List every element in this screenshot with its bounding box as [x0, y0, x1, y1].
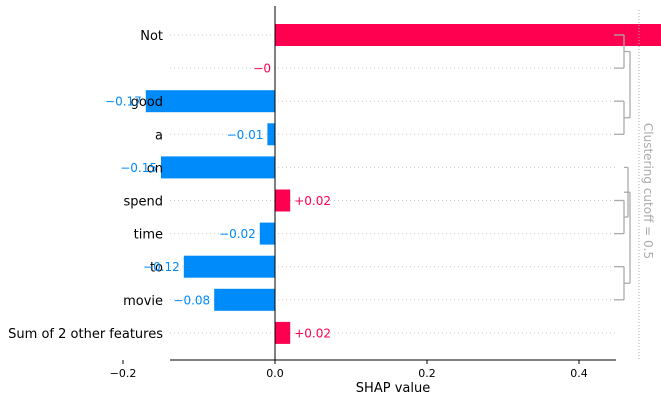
feature-label: movie [123, 294, 163, 309]
bar-sum-of-2-other-features [275, 321, 291, 344]
value-label: −0.12 [143, 260, 180, 274]
value-label: −0.02 [219, 227, 256, 241]
bar-good [145, 90, 275, 113]
feature-label: Sum of 2 other features [8, 327, 163, 342]
value-label: −0.15 [120, 161, 157, 175]
feature-label: to [150, 261, 163, 276]
clustering-cutoff-label: Clustering cutoff = 0.5 [641, 123, 655, 259]
labels: Not+0.79−0good−0.17a−0.01on−0.15spend+0.… [8, 29, 331, 342]
bar-on [161, 156, 275, 179]
x-axis: −0.20.00.20.40.60.8 [110, 6, 616, 380]
bar-movie [214, 288, 275, 311]
value-label: −0.08 [173, 293, 210, 307]
bar-to [183, 255, 275, 278]
value-label: −0 [253, 62, 271, 76]
x-tick-label: −0.2 [110, 367, 137, 380]
bar-a [267, 123, 275, 146]
feature-label: good [131, 95, 163, 110]
value-label: +0.02 [294, 194, 331, 208]
bar-not [275, 24, 661, 46]
value-label: −0.01 [227, 128, 264, 142]
row-gridlines [170, 34, 616, 334]
x-tick-label: 0.0 [266, 367, 284, 380]
bar-time [259, 222, 275, 245]
x-tick-label: 0.2 [418, 367, 436, 380]
bar-spend [275, 189, 291, 212]
value-label: +0.02 [294, 326, 331, 340]
clustering-brackets [614, 10, 640, 360]
bars [145, 24, 661, 344]
feature-label: a [155, 128, 163, 143]
x-tick-label: 0.4 [570, 367, 588, 380]
value-label: −0.17 [105, 95, 142, 109]
x-axis-title: SHAP value [356, 381, 430, 396]
feature-label: spend [123, 195, 163, 210]
feature-label: Not [140, 29, 163, 44]
feature-label: on [147, 161, 163, 176]
feature-label: time [134, 228, 163, 243]
